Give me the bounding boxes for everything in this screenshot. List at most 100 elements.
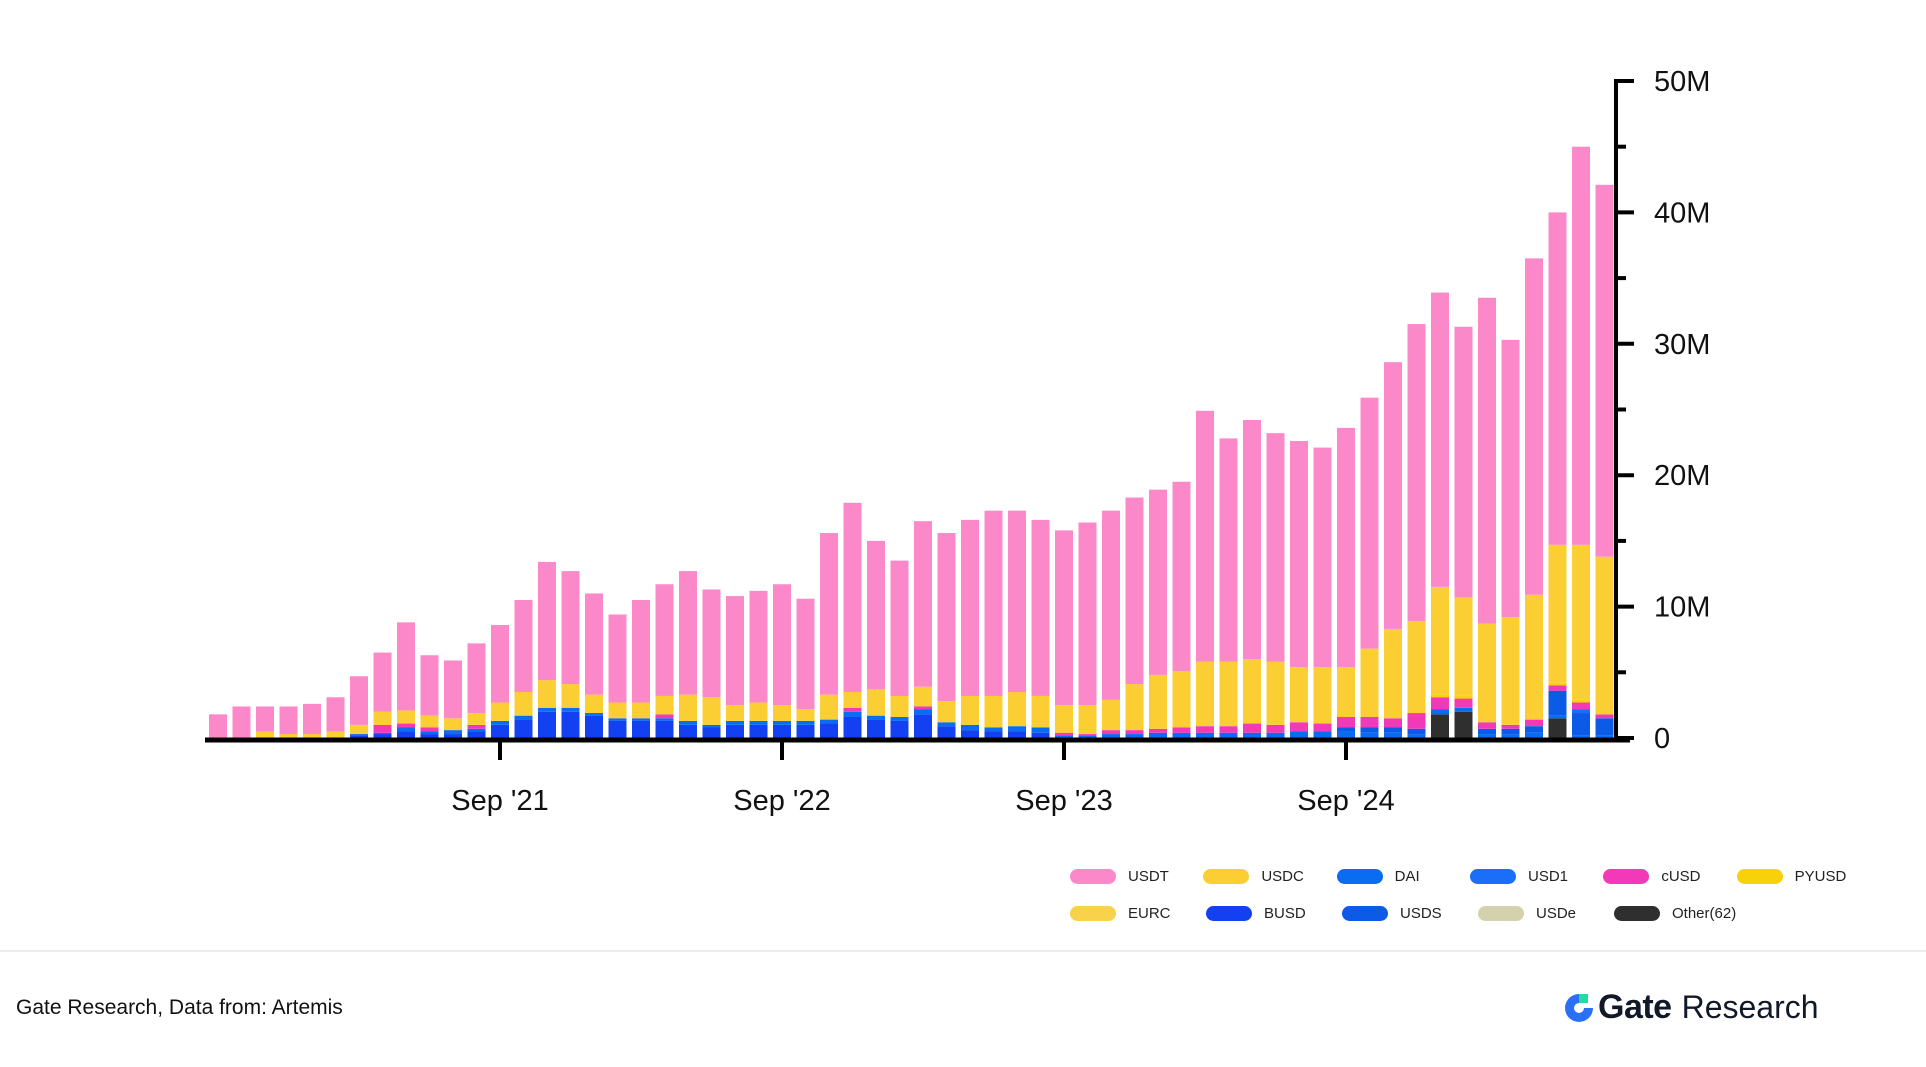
bar-segment-busd-23 — [749, 724, 768, 738]
bar-segment-usdt-43 — [1219, 438, 1238, 662]
bar-segment-usdc-56 — [1525, 594, 1543, 720]
bar-segment-dai-15 — [561, 707, 580, 712]
bar-segment-usdt-18 — [632, 600, 650, 703]
bar-segment-usdt-21 — [702, 589, 721, 698]
bar-segment-usdc-59 — [1595, 556, 1614, 715]
bar-segment-dai-23 — [749, 720, 768, 725]
bar-segment-usdt-34 — [1008, 510, 1026, 693]
bar-segment-usdc-41 — [1172, 670, 1191, 728]
bar-segment-other-62--52 — [1431, 714, 1449, 738]
legend-row-1: USDT USDC DAI USD1 cUSD PYUSD — [1070, 858, 1870, 895]
bar-segment-dai-19 — [655, 718, 674, 721]
legend-item-eurc[interactable]: EURC — [1070, 905, 1206, 922]
bar-segment-usdt-54 — [1478, 297, 1496, 624]
bar-segment-dai-44 — [1243, 732, 1261, 738]
bar-segment-usdc-53 — [1454, 597, 1473, 696]
bar-segment-usdc-10 — [444, 718, 462, 731]
bar-segment-usdt-45 — [1266, 433, 1285, 662]
y-tick-label: 40M — [1654, 197, 1710, 229]
bar-segment-cusd-47 — [1313, 723, 1332, 732]
legend-item-usde[interactable]: USDe — [1478, 905, 1614, 922]
bar-segment-usdc-23 — [749, 702, 768, 721]
legend-label-pyusd: PYUSD — [1794, 868, 1847, 885]
legend-label-other: Other(62) — [1672, 905, 1737, 922]
bar-segment-dai-35 — [1031, 727, 1050, 733]
bar-segment-usdc-13 — [514, 692, 533, 716]
bar-segment-pyusd-58 — [1572, 699, 1590, 703]
bar-segment-cusd-38 — [1102, 730, 1120, 735]
bar-segment-usdc-34 — [1008, 692, 1026, 727]
bar-segment-usdt-37 — [1078, 522, 1097, 706]
legend-label-usd1: USD1 — [1527, 868, 1568, 885]
bar-segment-usdt-28 — [867, 540, 885, 690]
bar-segment-dai-40 — [1149, 732, 1167, 738]
bar-segment-usdt-42 — [1196, 410, 1214, 662]
bar-segment-usdt-10 — [444, 660, 462, 719]
bar-segment-usdt-29 — [890, 560, 909, 696]
legend-item-busd[interactable]: BUSD — [1206, 905, 1342, 922]
bar-segment-cusd-8 — [397, 723, 415, 728]
bar-segment-busd-11 — [467, 731, 486, 738]
bar-segment-usdt-47 — [1313, 447, 1332, 668]
bar-segment-cusd-40 — [1149, 728, 1167, 733]
bar-segment-dai-13 — [514, 715, 533, 720]
y-tick-label: 50M — [1654, 66, 1710, 98]
legend-swatch-busd — [1206, 906, 1252, 921]
legend-item-pyusd[interactable]: PYUSD — [1736, 868, 1870, 885]
bar-segment-usdc-55 — [1501, 617, 1520, 725]
bar-segment-dai-33 — [984, 727, 1003, 732]
bar-segment-usdc-24 — [773, 705, 791, 721]
y-tick-label: 30M — [1654, 329, 1710, 361]
bar-segment-usdc-36 — [1055, 705, 1073, 733]
bar-segment-busd-29 — [890, 720, 909, 738]
bar-segment-usds-59 — [1595, 718, 1614, 736]
bar-segment-usdt-27 — [843, 502, 862, 693]
bar-segment-usdt-30 — [914, 521, 932, 687]
bar-segment-busd-21 — [702, 727, 721, 738]
bar-segment-usdt-24 — [773, 584, 791, 706]
bar-segment-usdc-52 — [1431, 586, 1449, 695]
bar-segment-cusd-11 — [467, 724, 486, 729]
x-tick-label: Sep '23 — [1015, 785, 1112, 817]
bar-segment-busd-24 — [773, 724, 791, 738]
bar-segment-dai-34 — [1008, 726, 1026, 732]
bar-segment-usds-50 — [1384, 727, 1402, 733]
legend-swatch-pyusd — [1736, 869, 1783, 884]
bar-segment-dai-59 — [1595, 735, 1614, 738]
legend-item-dai[interactable]: DAI — [1336, 868, 1470, 885]
bar-segment-busd-12 — [491, 724, 509, 738]
legend-item-usdt[interactable]: USDT — [1070, 868, 1203, 885]
legend-item-cusd[interactable]: cUSD — [1603, 868, 1736, 885]
bar-segment-busd-19 — [655, 720, 674, 738]
bar-segment-busd-30 — [914, 714, 932, 738]
legend-item-usdc[interactable]: USDC — [1203, 868, 1336, 885]
bar-segment-usdt-40 — [1149, 489, 1167, 675]
bar-segment-cusd-54 — [1478, 722, 1496, 729]
legend-item-usds[interactable]: USDS — [1342, 905, 1478, 922]
bar-segment-usdt-53 — [1454, 326, 1473, 598]
bar-segment-usdt-14 — [538, 561, 556, 681]
bar-segment-busd-18 — [632, 720, 650, 738]
bar-segment-busd-32 — [961, 730, 979, 738]
bar-segment-dai-17 — [608, 718, 627, 721]
legend-item-usd1[interactable]: USD1 — [1469, 868, 1603, 885]
bar-segment-usdc-51 — [1407, 621, 1426, 714]
bar-segment-dai-52 — [1431, 709, 1449, 715]
bar-segment-usdt-6 — [350, 676, 368, 725]
legend-item-other[interactable]: Other(62) — [1614, 905, 1750, 922]
legend: USDT USDC DAI USD1 cUSD PYUSD EURC BUSD … — [1070, 858, 1870, 932]
bar-segment-usdt-9 — [420, 655, 439, 716]
bar-segment-usdc-26 — [820, 694, 838, 720]
bar-segment-dai-56 — [1525, 732, 1543, 738]
bar-segment-usdc-20 — [679, 694, 697, 721]
bar-segment-dai-49 — [1360, 732, 1379, 738]
bar-segment-cusd-30 — [914, 706, 932, 710]
bar-segment-usds-58 — [1572, 713, 1590, 736]
bar-segment-busd-17 — [608, 720, 627, 738]
bar-segment-busd-31 — [937, 726, 956, 738]
bar-segment-dai-51 — [1407, 734, 1426, 738]
bar-segment-usdt-3 — [279, 706, 298, 735]
bar-segment-usdt-38 — [1102, 510, 1120, 700]
bar-segment-cusd-53 — [1454, 698, 1473, 708]
bar-segment-dai-46 — [1290, 731, 1308, 738]
